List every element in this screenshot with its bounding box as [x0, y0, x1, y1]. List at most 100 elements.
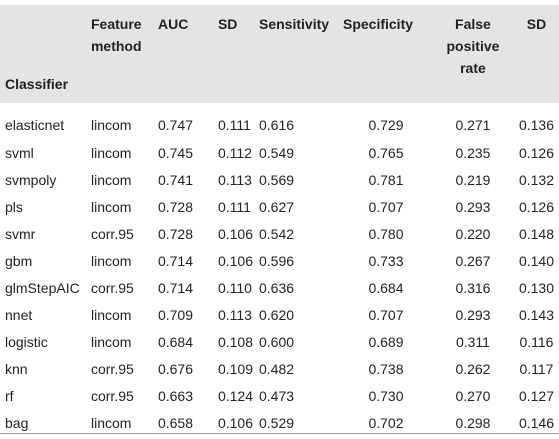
cell-false-positive-rate: 0.220: [455, 225, 491, 242]
header-feature-method-line-1: Feature: [90, 16, 142, 32]
cell-sd-fpr: 0.140: [518, 252, 554, 269]
cell-sensitivity: 0.596: [259, 252, 295, 269]
header-feature-method-line-2: method: [90, 38, 142, 54]
cell-sensitivity: 0.636: [259, 280, 295, 297]
cell-classifier: svml: [5, 144, 34, 161]
cell-auc: 0.745: [157, 144, 194, 161]
cell-sd-fpr: 0.132: [518, 171, 554, 188]
cell-false-positive-rate: 0.235: [455, 144, 491, 161]
cell-sensitivity: 0.620: [259, 307, 295, 324]
cell-auc: 0.714: [157, 280, 194, 297]
cell-sensitivity: 0.569: [259, 171, 295, 188]
cell-specificity: 0.707: [368, 198, 404, 215]
cell-specificity: 0.707: [368, 307, 404, 324]
header-row: Classifier Feature method AUC SD Sensiti…: [0, 5, 559, 103]
table-row: svmpoly lincom 0.741 0.113 0.569 0.781 0.219 0.…: [0, 166, 559, 193]
cell-specificity: 0.702: [368, 415, 404, 432]
header-specificity: Specificity: [342, 16, 414, 32]
cell-sd: 0.124: [217, 388, 253, 405]
table-body: elasticnet lincom 0.747 0.111 0.616 0.729 0.27…: [0, 103, 559, 437]
cell-feature-method: lincom: [90, 171, 132, 188]
table-row: bag lincom 0.658 0.106 0.529 0.702 0.298 0.146: [0, 410, 559, 437]
header-false-positive-rate: False positive rate: [432, 5, 514, 103]
cell-specificity: 0.684: [368, 280, 404, 297]
classifier-results-table: Classifier Feature method AUC SD Sensiti…: [0, 5, 559, 437]
table-row: glmStepAIC corr.95 0.714 0.110 0.636 0.684 0.3…: [0, 274, 559, 301]
cell-sensitivity: 0.529: [259, 415, 295, 432]
cell-classifier: elasticnet: [5, 117, 65, 133]
cell-classifier: nnet: [5, 307, 33, 324]
cell-sensitivity: 0.482: [259, 361, 295, 378]
cell-auc: 0.747: [157, 117, 194, 133]
cell-feature-method: lincom: [90, 144, 132, 161]
cell-sensitivity: 0.542: [259, 225, 295, 242]
cell-feature-method: lincom: [90, 198, 132, 215]
cell-auc: 0.728: [157, 198, 194, 215]
cell-sensitivity: 0.600: [259, 334, 295, 351]
cell-feature-method: corr.95: [90, 225, 134, 242]
header-fpr-line-1: False: [455, 16, 491, 32]
table-row: gbm lincom 0.714 0.106 0.596 0.733 0.267 0.140: [0, 247, 559, 274]
cell-sensitivity: 0.616: [259, 117, 295, 133]
cell-classifier: gbm: [5, 252, 33, 269]
cell-auc: 0.728: [157, 225, 194, 242]
cell-sd: 0.106: [217, 415, 253, 432]
cell-feature-method: corr.95: [90, 361, 134, 378]
cell-specificity: 0.730: [368, 388, 404, 405]
cell-feature-method: corr.95: [90, 388, 134, 405]
cell-specificity: 0.738: [368, 361, 404, 378]
header-auc: AUC: [157, 16, 189, 32]
header-feature-method: Feature method: [88, 5, 155, 103]
cell-auc: 0.676: [157, 361, 194, 378]
header-sensitivity: Sensitivity: [259, 16, 330, 32]
cell-classifier: pls: [5, 198, 23, 215]
cell-auc: 0.709: [157, 307, 194, 324]
cell-false-positive-rate: 0.293: [455, 198, 491, 215]
table-bottom-rule: [0, 433, 559, 434]
cell-false-positive-rate: 0.267: [455, 252, 491, 269]
table-row: svml lincom 0.745 0.112 0.549 0.765 0.235 0.126: [0, 139, 559, 166]
cell-sensitivity: 0.627: [259, 198, 295, 215]
cell-specificity: 0.689: [368, 334, 404, 351]
cell-feature-method: lincom: [90, 117, 132, 133]
cell-auc: 0.714: [157, 252, 194, 269]
header-fpr-line-2: positive: [446, 38, 500, 54]
cell-sd: 0.111: [217, 117, 251, 133]
cell-auc: 0.684: [157, 334, 194, 351]
cell-auc: 0.741: [157, 171, 194, 188]
cell-false-positive-rate: 0.262: [455, 361, 491, 378]
cell-sd-fpr: 0.130: [518, 280, 554, 297]
cell-false-positive-rate: 0.311: [455, 334, 490, 351]
cell-specificity: 0.729: [368, 117, 404, 133]
cell-sd-fpr: 0.146: [518, 415, 554, 432]
cell-false-positive-rate: 0.316: [455, 280, 491, 297]
cell-sd-fpr: 0.126: [518, 198, 554, 215]
cell-sd: 0.108: [217, 334, 253, 351]
cell-feature-method: lincom: [90, 334, 132, 351]
header-sd-fpr: SD: [526, 16, 547, 32]
cell-sd-fpr: 0.117: [519, 361, 554, 378]
cell-feature-method: lincom: [90, 252, 132, 269]
cell-false-positive-rate: 0.219: [455, 171, 491, 188]
cell-classifier: rf: [5, 388, 14, 405]
cell-sd: 0.111: [217, 198, 251, 215]
cell-feature-method: lincom: [90, 307, 132, 324]
cell-classifier: knn: [5, 361, 28, 378]
cell-sd-fpr: 0.127: [518, 388, 554, 405]
cell-sd-fpr: 0.148: [518, 225, 554, 242]
header-sd: SD: [217, 16, 238, 32]
cell-classifier: svmr: [5, 225, 36, 242]
cell-auc: 0.658: [157, 415, 194, 432]
cell-sd: 0.113: [217, 171, 252, 188]
table-row: pls lincom 0.728 0.111 0.627 0.707 0.293 0.126: [0, 193, 559, 220]
table-row: logistic lincom 0.684 0.108 0.600 0.689 0.311 0…: [0, 329, 559, 356]
cell-specificity: 0.733: [368, 252, 404, 269]
cell-sd-fpr: 0.116: [519, 334, 554, 351]
cell-sd: 0.106: [217, 225, 253, 242]
cell-sd-fpr: 0.143: [518, 307, 554, 324]
cell-classifier: bag: [5, 415, 29, 432]
cell-classifier: svmpoly: [5, 171, 57, 188]
cell-feature-method: corr.95: [90, 280, 134, 297]
cell-sd-fpr: 0.126: [518, 144, 554, 161]
